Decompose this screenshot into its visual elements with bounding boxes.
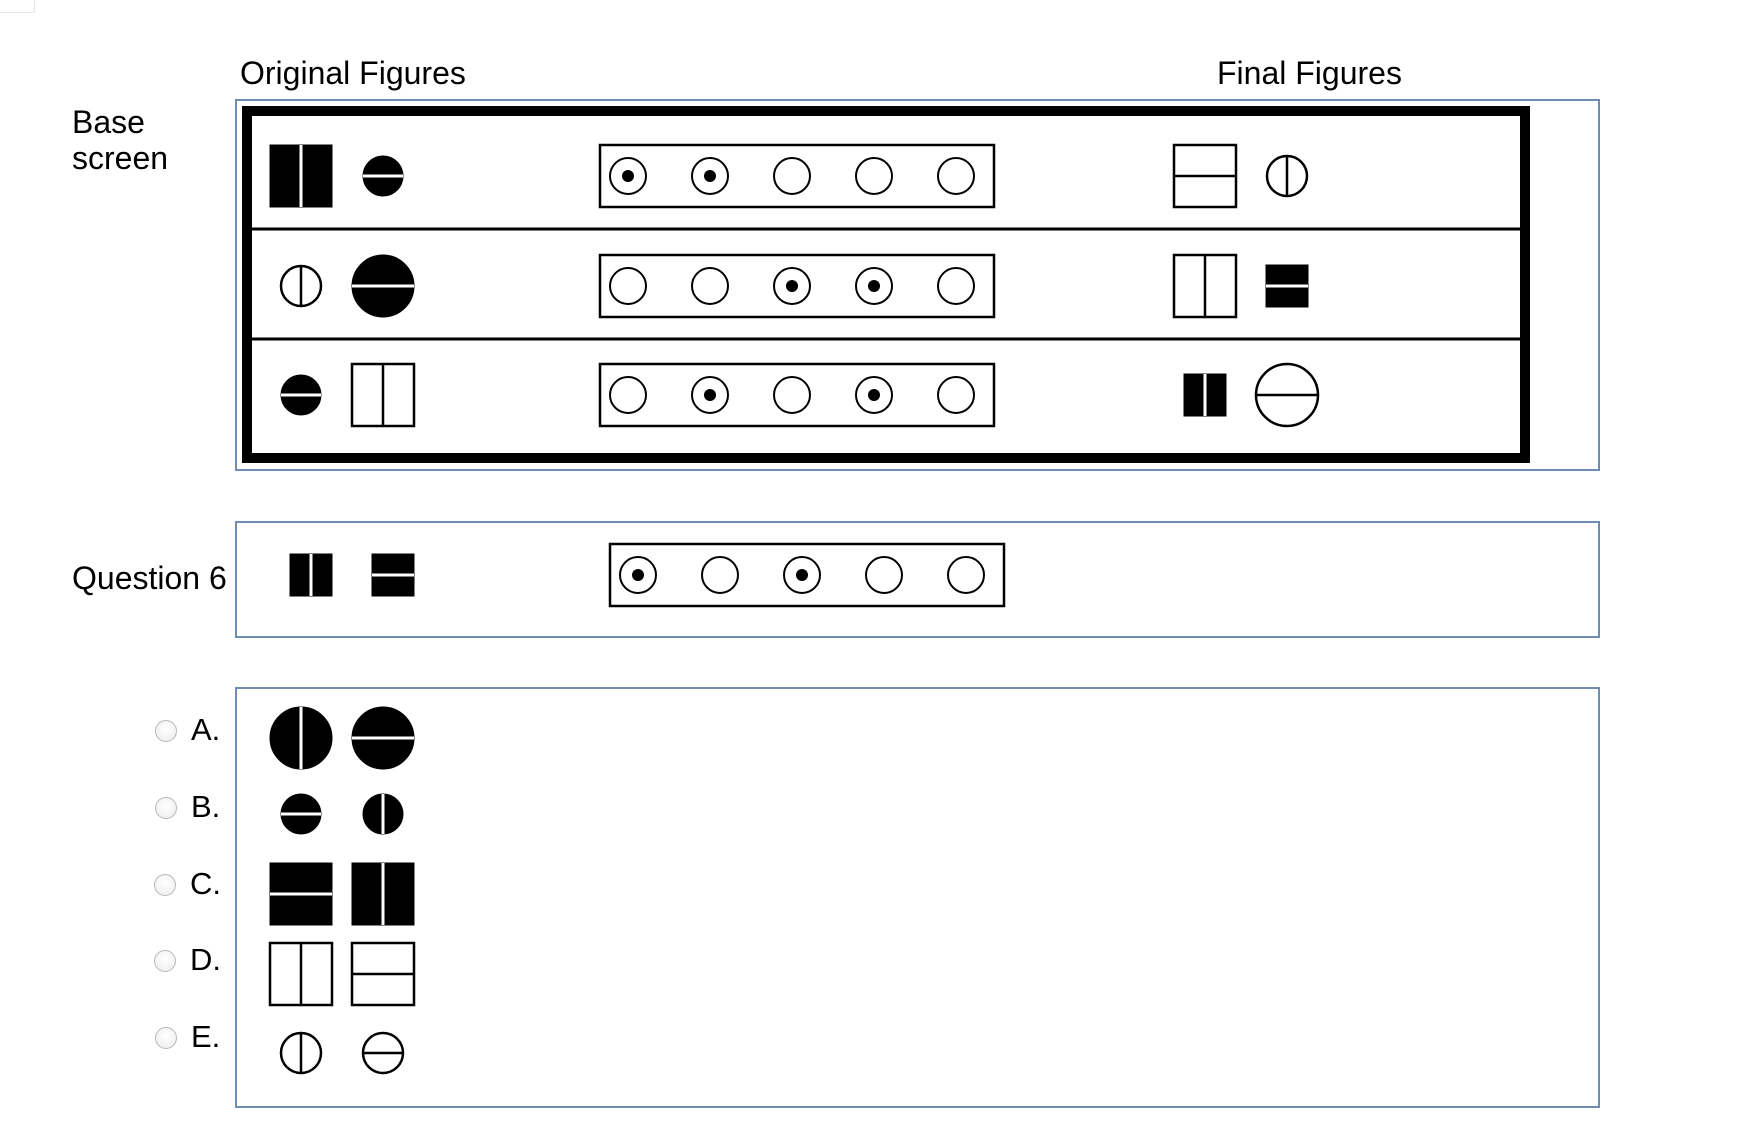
answers-diagram — [268, 706, 416, 1075]
switch-off-icon — [855, 157, 893, 195]
answer-a-radio[interactable] — [155, 720, 177, 742]
horizontal-split-rect-outline-icon — [350, 941, 416, 1007]
switch-box — [608, 542, 1006, 608]
answer-e-radio[interactable] — [155, 1027, 177, 1049]
answer-c-letter[interactable]: C. — [190, 866, 221, 901]
answer-d-radio[interactable] — [154, 950, 176, 972]
switch-off-icon — [691, 267, 729, 305]
switch-off-icon — [865, 556, 903, 594]
switch-box — [598, 253, 996, 319]
switch-on-icon — [619, 556, 657, 594]
switch-off-icon — [947, 556, 985, 594]
horizontal-bar-rect-filled-icon — [371, 553, 415, 597]
horizontal-split-circle-outline-icon — [361, 1031, 405, 1075]
vertical-split-rect-outline-icon — [350, 362, 416, 428]
vertical-bar-rect-filled-icon — [289, 553, 333, 597]
switch-off-icon — [609, 267, 647, 305]
switch-off-icon — [937, 157, 975, 195]
horizontal-bar-rect-filled-icon — [269, 862, 333, 926]
vertical-split-circle-outline-icon — [1265, 154, 1309, 198]
question-diagram — [289, 542, 1006, 608]
vertical-bar-rect-filled-icon — [351, 862, 415, 926]
horizontal-split-circle-filled-icon — [351, 254, 415, 318]
vertical-split-circle-outline-icon — [279, 1031, 323, 1075]
original-figures-header: Original Figures — [240, 55, 466, 91]
window-corner — [0, 0, 35, 13]
switch-box — [598, 362, 996, 428]
final-figures-header: Final Figures — [1217, 55, 1402, 91]
answer-b-letter[interactable]: B. — [191, 789, 221, 824]
base-screen-label-line1: Base — [72, 104, 145, 140]
switch-off-icon — [937, 267, 975, 305]
answer-c-radio[interactable] — [154, 874, 176, 896]
switch-on-icon — [691, 376, 729, 414]
switch-on-icon — [691, 157, 729, 195]
horizontal-bar-rect-filled-icon — [1265, 264, 1309, 308]
answers-panel — [235, 687, 1600, 1108]
horizontal-split-circle-filled-small-icon — [280, 374, 322, 416]
horizontal-split-circle-filled-icon — [351, 706, 415, 770]
switch-off-icon — [773, 157, 811, 195]
vertical-bar-rect-filled-icon — [1183, 373, 1227, 417]
answer-b-radio[interactable] — [155, 797, 177, 819]
switch-box — [598, 143, 996, 209]
question-label: Question 6 — [72, 560, 227, 596]
vertical-split-rect-outline-icon — [1172, 253, 1238, 319]
switch-off-icon — [701, 556, 739, 594]
horizontal-split-circle-filled-small-icon — [280, 793, 322, 835]
switch-on-icon — [855, 267, 893, 305]
base-screen-label-line2: screen — [72, 140, 169, 176]
horizontal-split-circle-filled-small-icon — [362, 155, 404, 197]
vertical-bar-rect-filled-icon — [269, 144, 333, 208]
answer-e-letter[interactable]: E. — [191, 1019, 221, 1054]
horizontal-split-rect-outline-icon — [1172, 143, 1238, 209]
answer-a-letter[interactable]: A. — [191, 712, 221, 747]
switch-on-icon — [773, 267, 811, 305]
switch-off-icon — [773, 376, 811, 414]
switch-on-icon — [783, 556, 821, 594]
switch-on-icon — [855, 376, 893, 414]
switch-off-icon — [937, 376, 975, 414]
vertical-split-circle-outline-icon — [279, 264, 323, 308]
switch-off-icon — [609, 376, 647, 414]
vertical-split-circle-filled-small-icon — [362, 793, 404, 835]
vertical-split-rect-outline-icon — [268, 941, 334, 1007]
answer-d-letter[interactable]: D. — [190, 942, 221, 977]
base-screen-diagram — [242, 106, 1530, 463]
switch-on-icon — [609, 157, 647, 195]
horizontal-split-circle-outline-icon — [1254, 362, 1320, 428]
vertical-split-circle-filled-icon — [269, 706, 333, 770]
